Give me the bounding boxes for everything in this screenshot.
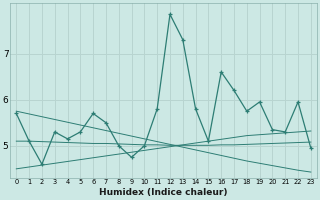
- X-axis label: Humidex (Indice chaleur): Humidex (Indice chaleur): [99, 188, 228, 197]
